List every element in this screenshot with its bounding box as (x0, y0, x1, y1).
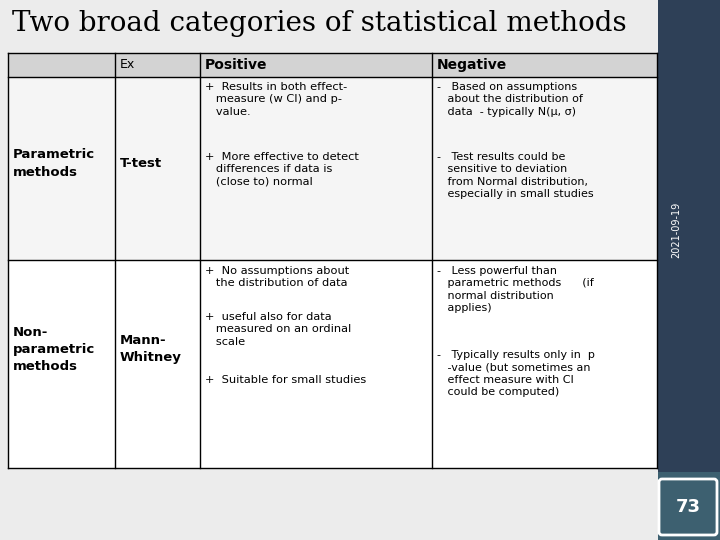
Text: T-test: T-test (120, 157, 162, 170)
Text: +  useful also for data
   measured on an ordinal
   scale: + useful also for data measured on an or… (205, 312, 351, 347)
Bar (8, 77, 657, 260)
Bar (8, 53, 657, 77)
Text: -   Based on assumptions
   about the distribution of
   data  - typically N(μ, : - Based on assumptions about the distrib… (437, 82, 583, 117)
Text: Mann-
Whitney: Mann- Whitney (120, 334, 182, 364)
FancyBboxPatch shape (659, 479, 717, 535)
Text: +  More effective to detect
   differences if data is
   (close to) normal: + More effective to detect differences i… (205, 152, 359, 187)
Text: +  Suitable for small studies: + Suitable for small studies (205, 375, 366, 385)
Text: -   Test results could be
   sensitive to deviation
   from Normal distribution,: - Test results could be sensitive to dev… (437, 152, 593, 199)
Text: Ex: Ex (120, 58, 135, 71)
Text: Positive: Positive (205, 58, 268, 72)
Text: Negative: Negative (437, 58, 508, 72)
Text: +  Results in both effect-
   measure (w CI) and p-
   value.: + Results in both effect- measure (w CI)… (205, 82, 347, 117)
Text: -   Typically results only in  p
   -value (but sometimes an
   effect measure w: - Typically results only in p -value (bu… (437, 350, 595, 397)
Text: -   Less powerful than
   parametric methods      (if
   normal distribution
   : - Less powerful than parametric methods … (437, 266, 594, 313)
Text: +  No assumptions about
   the distribution of data: + No assumptions about the distribution … (205, 266, 349, 288)
Text: 2021-09-19: 2021-09-19 (671, 202, 681, 258)
Bar (8, 260, 657, 468)
Bar (658, 0, 720, 540)
Text: Parametric
methods: Parametric methods (13, 148, 95, 179)
Bar (658, 472, 720, 540)
Text: 73: 73 (675, 498, 701, 516)
Text: Non-
parametric
methods: Non- parametric methods (13, 326, 95, 373)
Text: Two broad categories of statistical methods: Two broad categories of statistical meth… (12, 10, 626, 37)
